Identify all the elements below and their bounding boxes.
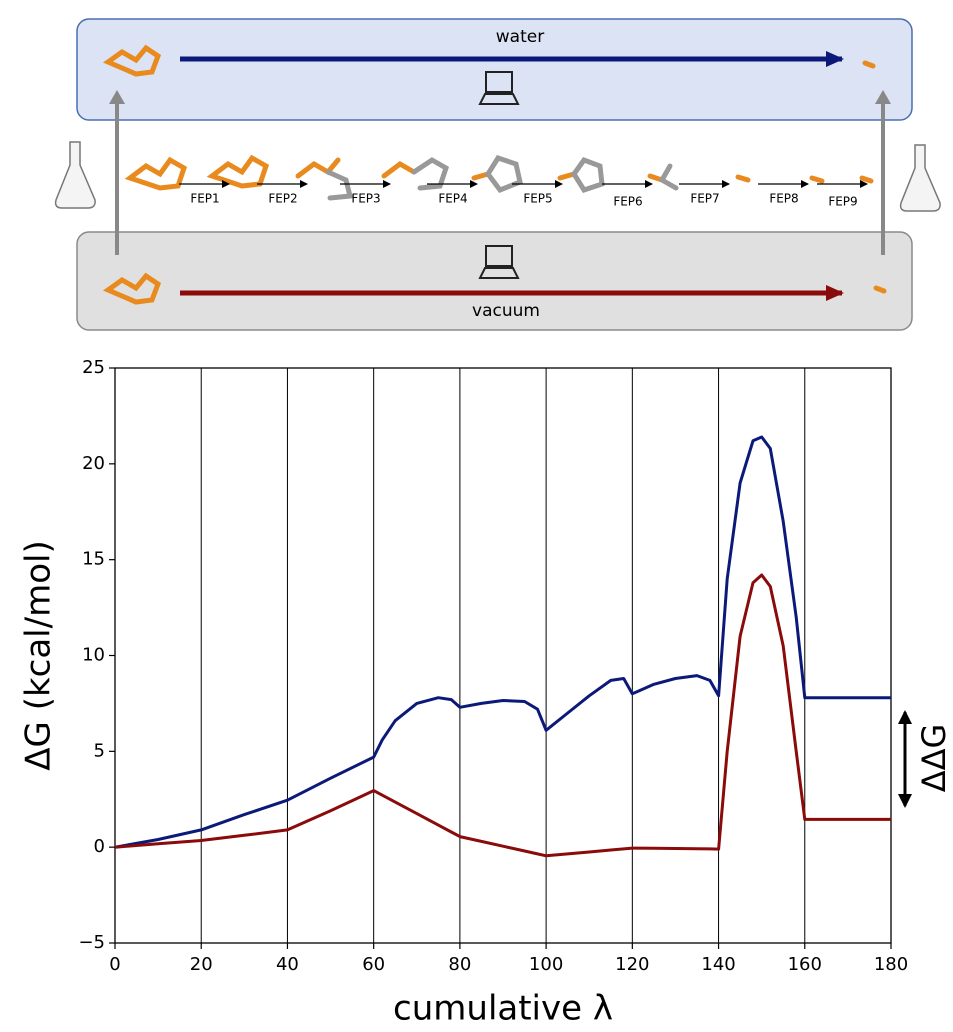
- y-tick-label: 15: [82, 549, 105, 570]
- y-tick-label: 25: [82, 357, 105, 378]
- plot-frame: [115, 368, 891, 943]
- flask-icons: [56, 142, 941, 211]
- y-tick-label: 20: [82, 453, 105, 474]
- data-line: [115, 575, 891, 856]
- water-label: water: [496, 27, 544, 47]
- x-tick-label: 60: [362, 954, 385, 975]
- y-axis-label: ΔG (kcal/mol): [19, 540, 59, 770]
- step-label: FEP3: [351, 192, 380, 206]
- y-tick-label: −5: [78, 932, 105, 953]
- step-label: FEP2: [268, 192, 297, 206]
- step-label: FEP1: [190, 192, 219, 206]
- step-label: FEP7: [690, 192, 719, 206]
- step-label: FEP4: [438, 192, 467, 206]
- x-axis-label: cumulative λ: [393, 989, 613, 1029]
- y-tick-label: 0: [94, 836, 105, 857]
- data-line: [115, 437, 891, 847]
- x-tick-label: 180: [874, 954, 908, 975]
- vacuum-label: vacuum: [472, 301, 540, 321]
- x-tick-label: 0: [109, 954, 120, 975]
- figure: water vacuum: [0, 0, 953, 1032]
- x-tick-label: 140: [701, 954, 735, 975]
- x-tick-label: 120: [615, 954, 649, 975]
- y-tick-label: 10: [82, 645, 105, 666]
- step-label: FEP6: [613, 195, 642, 209]
- x-tick-label: 100: [529, 954, 563, 975]
- x-tick-label: 20: [190, 954, 213, 975]
- x-tick-label: 80: [448, 954, 471, 975]
- step-label: FEP8: [769, 192, 798, 206]
- x-tick-label: 40: [276, 954, 299, 975]
- y-tick-label: 5: [94, 740, 105, 761]
- annotation: ΔΔG: [915, 724, 953, 793]
- step-label: FEP5: [523, 192, 552, 206]
- step-label: FEP9: [828, 195, 857, 209]
- diagram: water vacuum: [56, 19, 941, 330]
- x-tick-label: 160: [788, 954, 822, 975]
